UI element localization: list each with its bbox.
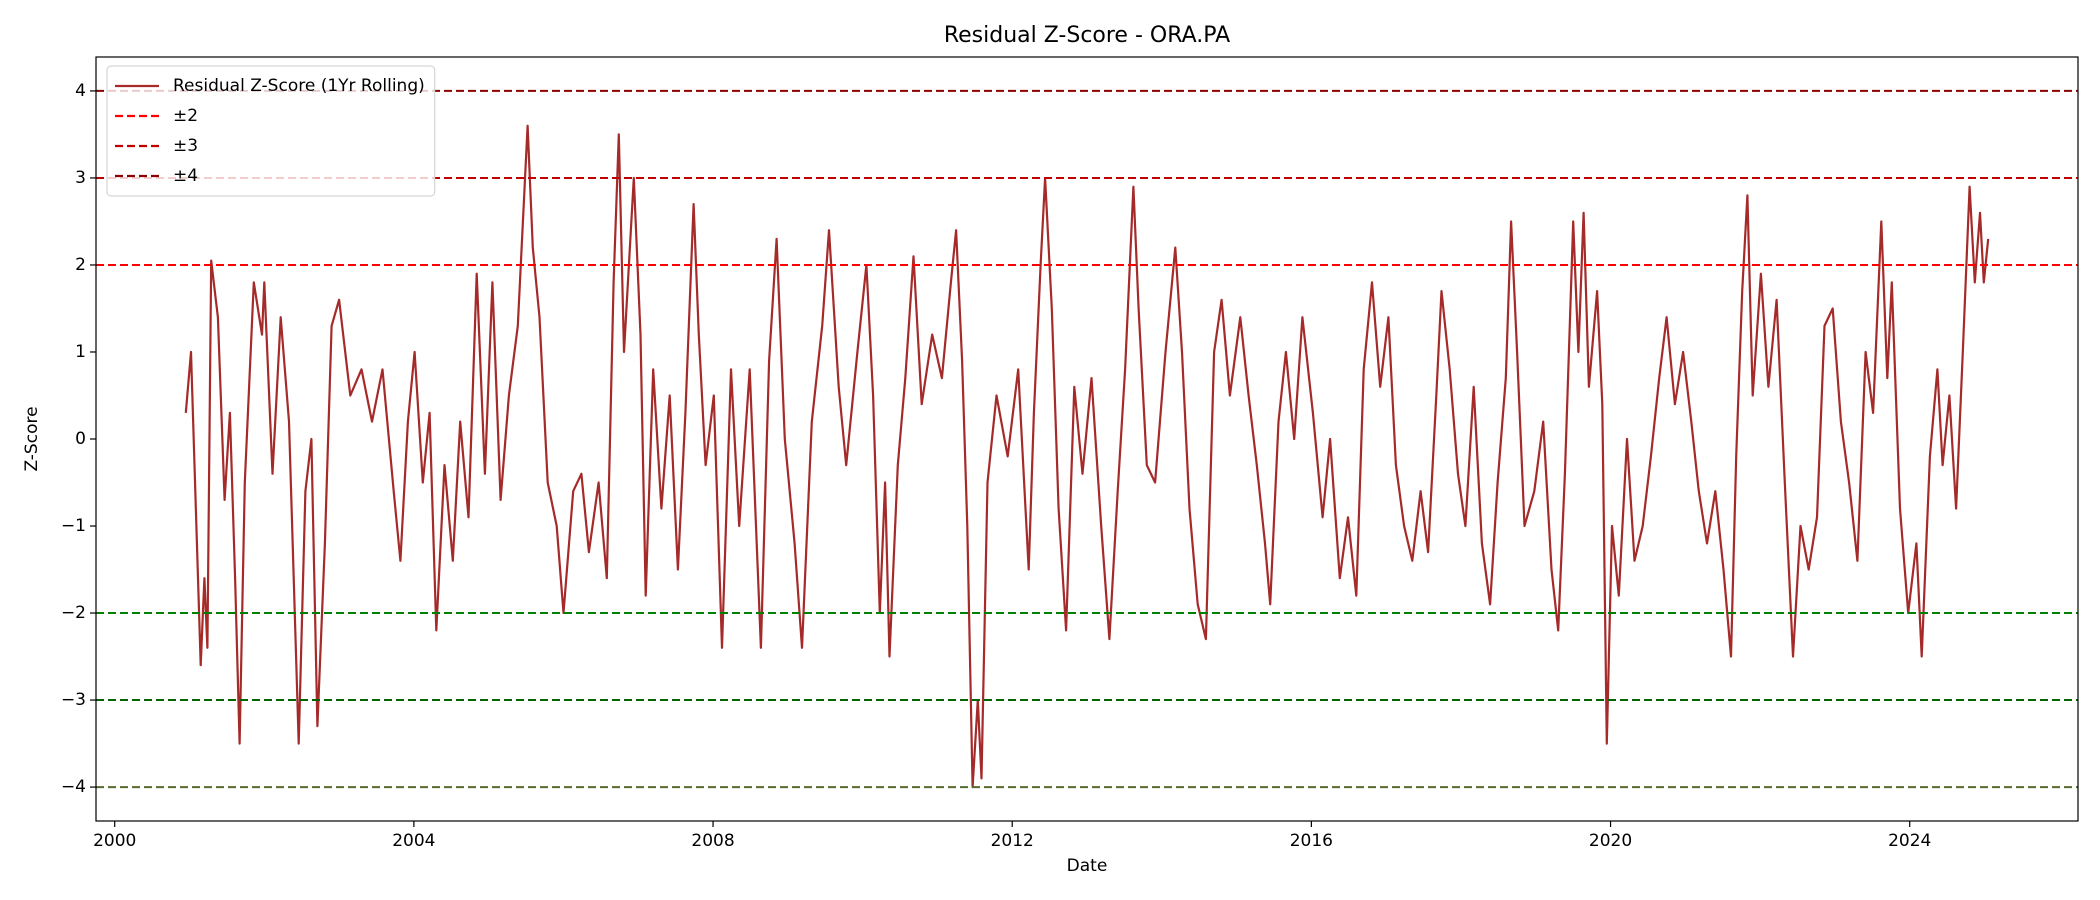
y-tick-label: 2 (75, 255, 86, 275)
x-tick-label: 2008 (691, 831, 734, 851)
y-tick-label: −2 (61, 603, 86, 623)
y-tick-label: −3 (61, 690, 86, 710)
x-tick-label: 2012 (991, 831, 1034, 851)
x-tick-label: 2016 (1290, 831, 1333, 851)
x-tick-label: 2000 (93, 831, 136, 851)
y-tick-label: 0 (75, 429, 86, 449)
x-tick-label: 2024 (1888, 831, 1931, 851)
x-tick-label: 2004 (392, 831, 435, 851)
y-tick-label: 1 (75, 342, 86, 362)
legend-label: ±4 (173, 166, 198, 186)
y-tick-label: −4 (61, 777, 86, 797)
legend-label: Residual Z-Score (1Yr Rolling) (173, 76, 425, 96)
y-axis-label: Z-Score (22, 406, 42, 471)
y-tick-label: 3 (75, 168, 86, 188)
x-axis-label: Date (1067, 856, 1108, 876)
legend-box (106, 65, 436, 197)
legend-label: ±2 (173, 106, 198, 126)
plot-frame (95, 56, 2079, 822)
chart-title: Residual Z-Score - ORA.PA (944, 23, 1230, 48)
y-tick-label: −1 (61, 516, 86, 536)
y-tick-label: 4 (75, 81, 86, 101)
x-tick-label: 2020 (1589, 831, 1632, 851)
legend-label: ±3 (173, 136, 198, 156)
series-line (184, 124, 1990, 789)
